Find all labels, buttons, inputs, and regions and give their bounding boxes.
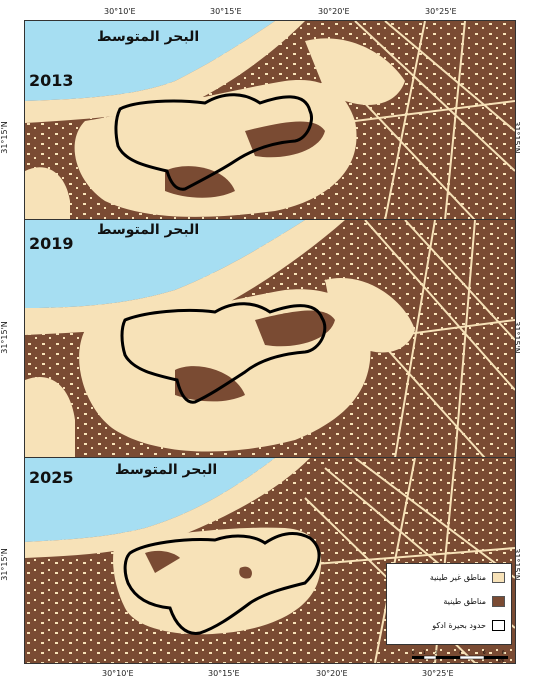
map-panel-2013: 2013 البحر المتوسط: [24, 20, 516, 221]
scale-tick: 0: [412, 650, 415, 655]
bottom-longitude-label: 30°10'E: [102, 669, 134, 678]
map-legend: مناطق غير طينية مناطق طينية حدود بحيرة ا…: [386, 563, 512, 645]
legend-item-boundary: حدود بحيرة ادكو: [432, 620, 505, 631]
legend-item-clay: مناطق طينية: [443, 596, 505, 607]
legend-swatch: [492, 620, 505, 631]
bottom-longitude-label: 30°25'E: [422, 669, 454, 678]
bottom-longitude-label: 30°15'E: [208, 669, 240, 678]
scale-unit: km: [498, 658, 504, 663]
legend-swatch: [492, 596, 505, 607]
sea-label: البحر المتوسط: [115, 462, 218, 478]
bottom-longitude-label: 30°20'E: [316, 669, 348, 678]
scale-bar: 0 1 2 4 6 8 km: [410, 648, 510, 663]
year-label: 2013: [29, 71, 74, 90]
scale-tick: 1: [423, 650, 426, 655]
land-cover-map: [25, 458, 515, 663]
latitude-label-left: 31°15'N: [0, 548, 9, 581]
sea-label: البحر المتوسط: [97, 222, 200, 238]
year-label: 2025: [29, 468, 74, 487]
legend-swatch: [492, 572, 505, 583]
map-panel-2019: 2019 البحر المتوسط: [24, 219, 516, 459]
top-longitude-label: 30°10'E: [104, 7, 136, 16]
map-panel-2025: 2025 البحر المتوسط: [24, 457, 516, 664]
lake-boundary: [123, 531, 321, 635]
latitude-label-left: 31°15'N: [0, 321, 9, 354]
lake-boundary: [120, 302, 327, 404]
legend-label: حدود بحيرة ادكو: [432, 621, 486, 630]
land-cover-map: [25, 220, 515, 458]
legend-label: مناطق طينية: [443, 597, 486, 606]
sea-label: البحر المتوسط: [97, 29, 200, 45]
land-cover-map: [25, 21, 515, 220]
top-longitude-label: 30°15'E: [210, 7, 242, 16]
top-longitude-label: 30°25'E: [425, 7, 457, 16]
scale-tick: 2: [435, 650, 438, 655]
scale-tick: 8: [502, 650, 505, 655]
legend-item-non-clay: مناطق غير طينية: [430, 572, 505, 583]
latitude-label-left: 31°15'N: [0, 121, 9, 154]
scale-tick: 4: [459, 650, 462, 655]
legend-label: مناطق غير طينية: [429, 573, 486, 582]
top-longitude-label: 30°20'E: [318, 7, 350, 16]
year-label: 2019: [29, 234, 74, 253]
lake-boundary: [114, 93, 313, 191]
scale-tick: 6: [483, 650, 486, 655]
